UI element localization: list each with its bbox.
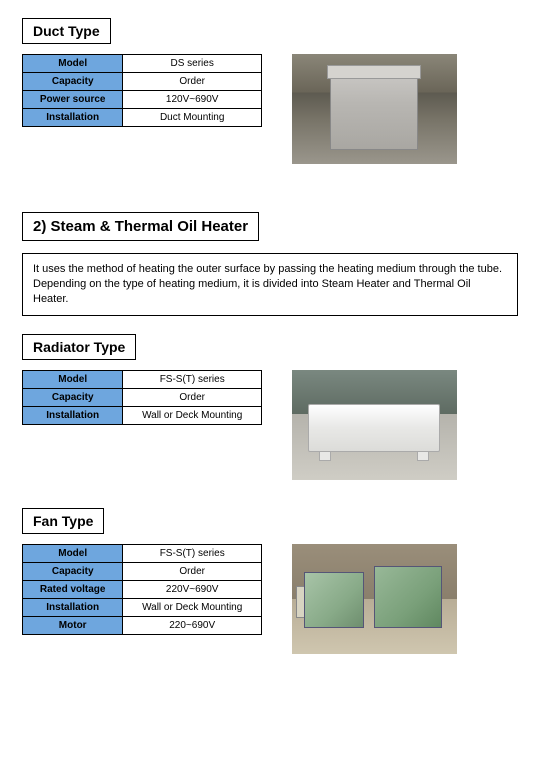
steam-description: It uses the method of heating the outer … — [22, 253, 518, 316]
spec-label: Capacity — [23, 73, 123, 91]
spec-value: Order — [123, 562, 262, 580]
spec-value: Order — [123, 73, 262, 91]
spec-label: Model — [23, 370, 123, 388]
spec-value: Order — [123, 388, 262, 406]
table-row: Capacity Order — [23, 73, 262, 91]
spec-label: Power source — [23, 91, 123, 109]
desc-line: Depending on the type of heating medium,… — [33, 278, 471, 305]
duct-table: Model DS series Capacity Order Power sou… — [22, 54, 262, 127]
fan-type-title: Fan Type — [22, 508, 104, 534]
fan-table: Model FS-S(T) series Capacity Order Rate… — [22, 544, 262, 635]
spec-value: 220V~690V — [123, 580, 262, 598]
table-row: Capacity Order — [23, 388, 262, 406]
spec-label: Installation — [23, 406, 123, 424]
spec-label: Capacity — [23, 562, 123, 580]
spec-value: DS series — [123, 55, 262, 73]
spec-label: Motor — [23, 616, 123, 634]
duct-type-title: Duct Type — [22, 18, 111, 44]
spec-label: Model — [23, 55, 123, 73]
spec-value: FS-S(T) series — [123, 544, 262, 562]
radiator-row: Model FS-S(T) series Capacity Order Inst… — [22, 370, 518, 480]
spec-label: Installation — [23, 109, 123, 127]
table-row: Installation Wall or Deck Mounting — [23, 406, 262, 424]
spec-label: Rated voltage — [23, 580, 123, 598]
fan-row: Model FS-S(T) series Capacity Order Rate… — [22, 544, 518, 654]
table-row: Motor 220~690V — [23, 616, 262, 634]
fan-photo — [292, 544, 457, 654]
spec-label: Capacity — [23, 388, 123, 406]
desc-line: It uses the method of heating the outer … — [33, 263, 502, 275]
steam-heading: 2) Steam & Thermal Oil Heater — [22, 212, 259, 241]
table-row: Capacity Order — [23, 562, 262, 580]
table-row: Installation Wall or Deck Mounting — [23, 598, 262, 616]
spec-label: Model — [23, 544, 123, 562]
table-row: Installation Duct Mounting — [23, 109, 262, 127]
table-row: Model FS-S(T) series — [23, 370, 262, 388]
spec-label: Installation — [23, 598, 123, 616]
radiator-photo — [292, 370, 457, 480]
spec-value: Wall or Deck Mounting — [123, 598, 262, 616]
spec-value: FS-S(T) series — [123, 370, 262, 388]
spec-value: 120V~690V — [123, 91, 262, 109]
spec-value: Duct Mounting — [123, 109, 262, 127]
table-row: Power source 120V~690V — [23, 91, 262, 109]
spec-value: 220~690V — [123, 616, 262, 634]
radiator-table: Model FS-S(T) series Capacity Order Inst… — [22, 370, 262, 425]
table-row: Rated voltage 220V~690V — [23, 580, 262, 598]
duct-row: Model DS series Capacity Order Power sou… — [22, 54, 518, 164]
table-row: Model DS series — [23, 55, 262, 73]
table-row: Model FS-S(T) series — [23, 544, 262, 562]
spec-value: Wall or Deck Mounting — [123, 406, 262, 424]
radiator-type-title: Radiator Type — [22, 334, 136, 360]
duct-photo — [292, 54, 457, 164]
